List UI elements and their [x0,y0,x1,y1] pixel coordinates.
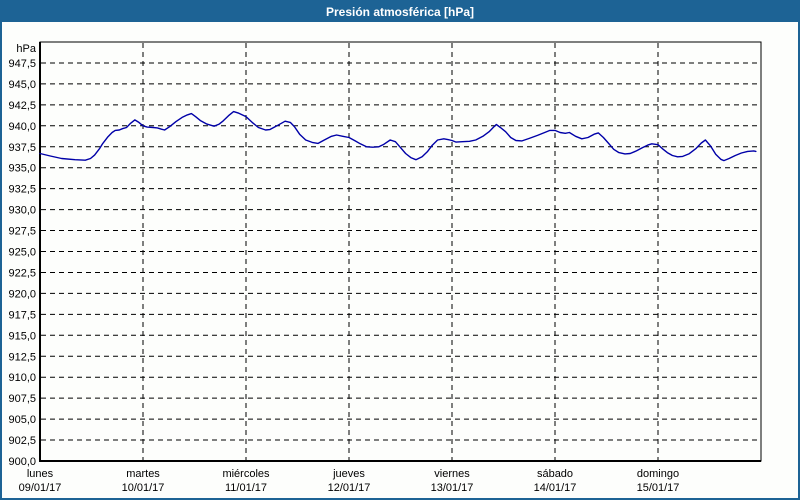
y-tick-label: 922,5 [8,267,36,279]
chart-content: 947,5 945,0 942,5 940,0 937,5 935,0 932,5 930,0… [2,22,798,498]
plot-frame [39,41,762,462]
y-tick-label: 937,5 [8,142,36,154]
day-date-label: 13/01/17 [431,482,474,494]
day-name-label: viernes [434,468,470,480]
y-tick-label: 935,0 [8,163,36,175]
day-date-label: 15/01/17 [637,482,680,494]
day-date-label: 14/01/17 [534,482,577,494]
y-tick-label: 930,0 [8,205,36,217]
y-axis-labels: 947,5 945,0 942,5 940,0 937,5 935,0 932,5 930,0… [8,43,36,468]
day-date-label: 12/01/17 [328,482,371,494]
day-name-label: sábado [537,468,573,480]
y-tick-label: 910,0 [8,372,36,384]
day-date-label: 11/01/17 [225,482,267,494]
chart-title: Presión atmosférica [hPa] [325,5,475,19]
day-date-label: 10/01/17 [122,482,165,494]
y-tick-label: 942,5 [8,100,36,112]
y-tick-label: 917,5 [8,309,36,321]
y-tick-label: 900,0 [8,456,36,468]
y-axis-unit-label: hPa [16,43,36,55]
gridlines [41,43,760,460]
day-name-label: domingo [637,468,679,480]
y-tick-label: 925,0 [8,247,36,259]
y-tick-label: 902,5 [8,435,36,447]
y-tick-label: 915,0 [8,330,36,342]
pressure-line-chart: 947,5 945,0 942,5 940,0 937,5 935,0 932,5 930,0… [8,41,762,494]
y-tick-label: 927,5 [8,226,36,238]
y-tick-label: 945,0 [8,79,36,91]
pressure-series-line [39,110,757,162]
x-axis-labels: lunes 09/01/17 martes 10/01/17 miércoles 11/0… [19,468,680,494]
chart-title-bar: Presión atmosférica [hPa] [2,2,798,22]
y-tick-label: 947,5 [8,58,36,70]
day-name-label: miércoles [222,468,270,480]
y-tick-label: 932,5 [8,184,36,196]
y-tick-label: 905,0 [8,414,36,426]
day-date-label: 09/01/17 [19,482,62,494]
y-tick-label: 912,5 [8,351,36,363]
day-name-label: jueves [332,468,365,480]
day-name-label: lunes [27,468,54,480]
y-tick-label: 907,5 [8,393,36,405]
day-name-label: martes [126,468,160,480]
y-tick-label: 920,0 [8,288,36,300]
y-tick-label: 940,0 [8,121,36,133]
